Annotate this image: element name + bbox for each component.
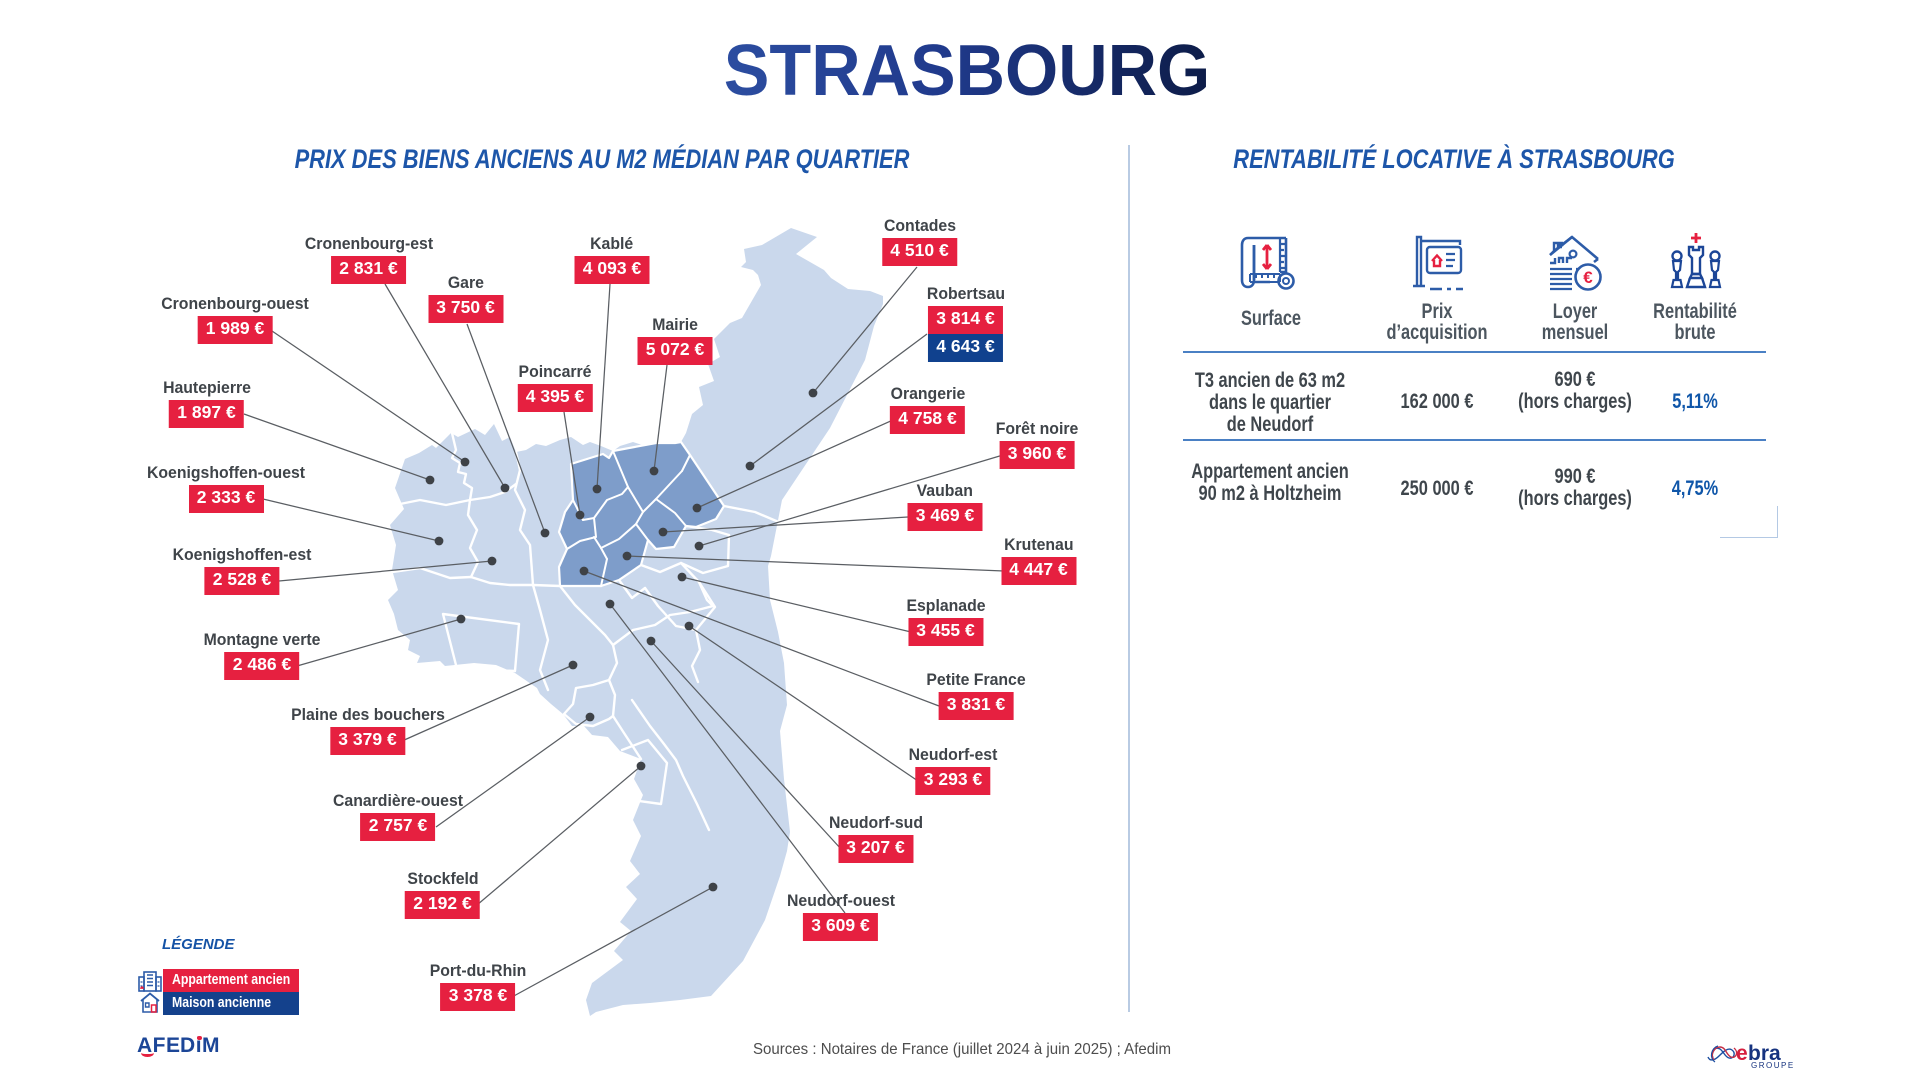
svg-text:GROUPE: GROUPE <box>1751 1061 1795 1070</box>
svg-text:bra: bra <box>1748 1042 1781 1065</box>
svg-text:e: e <box>1736 1042 1748 1065</box>
svg-text:€: € <box>1583 268 1593 287</box>
